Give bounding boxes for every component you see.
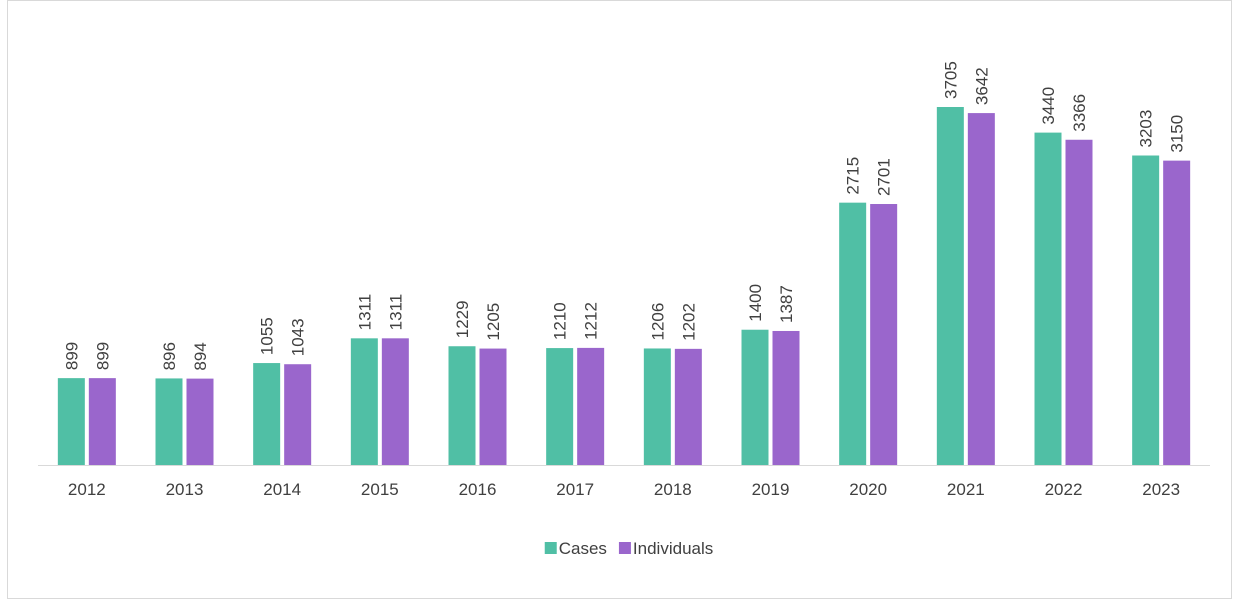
- bar: [88, 378, 116, 465]
- data-label: 3440: [1039, 87, 1058, 125]
- x-tick-label: 2023: [1142, 480, 1180, 499]
- data-label: 1229: [453, 300, 472, 338]
- legend-label: Individuals: [633, 539, 713, 558]
- chart-border: [7, 0, 1232, 599]
- x-tick-label: 2015: [361, 480, 399, 499]
- data-label: 1205: [484, 303, 503, 341]
- bar: [381, 338, 409, 465]
- data-label: 1311: [386, 294, 405, 331]
- x-tick-label: 2019: [752, 480, 790, 499]
- data-label: 3150: [1168, 115, 1187, 153]
- x-tick-label: 2018: [654, 480, 692, 499]
- data-label: 2701: [875, 158, 894, 196]
- data-label: 1202: [679, 303, 698, 341]
- data-label: 1212: [582, 302, 601, 340]
- legend-label: Cases: [559, 539, 607, 558]
- data-label: 894: [191, 342, 210, 370]
- bar: [967, 113, 995, 465]
- legend: Cases Individuals: [544, 539, 713, 558]
- x-tick-label: 2013: [166, 480, 204, 499]
- bar: [1065, 139, 1093, 465]
- x-tick-label: 2022: [1045, 480, 1083, 499]
- x-tick-label: 2014: [263, 480, 301, 499]
- data-label: 1400: [746, 284, 765, 322]
- data-label: 896: [160, 342, 179, 370]
- bar: [546, 348, 574, 465]
- data-label: 1043: [289, 318, 308, 356]
- data-label: 1055: [258, 317, 277, 355]
- bar: [577, 347, 605, 465]
- data-label: 2715: [844, 157, 863, 195]
- x-tick-label: 2020: [849, 480, 887, 499]
- data-label: 1387: [777, 285, 796, 323]
- legend-swatch: [618, 542, 631, 554]
- data-label: 1206: [648, 303, 667, 341]
- data-label: 899: [93, 342, 112, 370]
- bar: [448, 346, 476, 465]
- bar: [839, 202, 867, 465]
- bar: [284, 364, 312, 465]
- data-label: 3366: [1070, 94, 1089, 132]
- bar: [1163, 160, 1191, 465]
- bar: [155, 378, 183, 465]
- legend-swatch: [544, 542, 557, 554]
- data-label: 3705: [941, 61, 960, 99]
- data-label: 3203: [1137, 110, 1156, 148]
- bar: [741, 329, 769, 465]
- bar: [936, 107, 964, 465]
- x-tick-label: 2021: [947, 480, 985, 499]
- bar: [479, 348, 507, 465]
- bar: [674, 348, 702, 465]
- x-tick-label: 2017: [556, 480, 594, 499]
- data-label: 899: [62, 342, 81, 370]
- bar: [1034, 132, 1062, 465]
- bar: [870, 204, 898, 465]
- bar: [772, 330, 800, 465]
- x-tick-label: 2012: [68, 480, 106, 499]
- bar: [253, 363, 281, 465]
- data-label: 1210: [551, 302, 570, 340]
- bar: [1132, 155, 1160, 465]
- x-tick-label: 2016: [459, 480, 497, 499]
- data-label: 3642: [972, 67, 991, 105]
- bar: [350, 338, 378, 465]
- data-label: 1311: [355, 294, 374, 331]
- bar: [643, 348, 671, 465]
- bar: [57, 378, 85, 465]
- bar: [186, 378, 214, 465]
